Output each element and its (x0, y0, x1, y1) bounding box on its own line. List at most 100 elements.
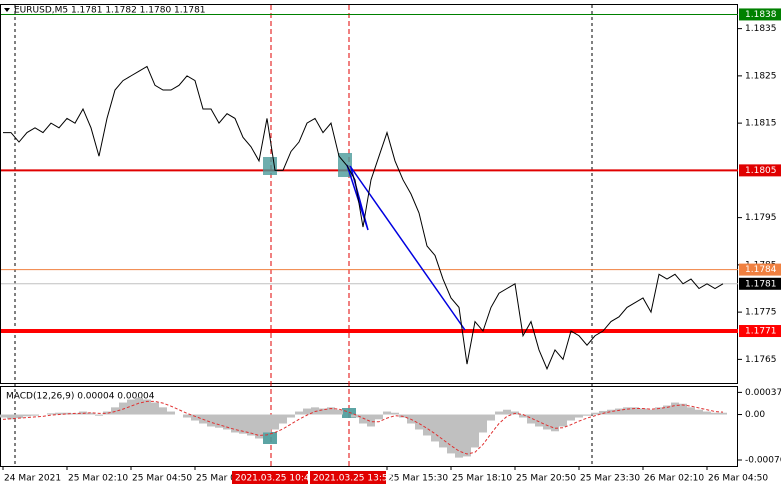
macd-bar (687, 407, 695, 415)
macd-bar (703, 411, 711, 415)
y-tick-label: 1.1795 (745, 213, 777, 223)
macd-bar (615, 408, 623, 415)
macd-bar (327, 407, 335, 415)
macd-bar (647, 409, 655, 415)
macd-bar (359, 414, 367, 424)
y-tick-label: -0.00076 (745, 456, 781, 466)
macd-bar (591, 412, 599, 415)
x-tick-label: 25 Mar 0 (196, 474, 236, 484)
macd-bar (695, 409, 703, 415)
time-annotation-bg (310, 471, 386, 484)
macd-bar (599, 410, 607, 415)
macd-bar (111, 407, 119, 415)
macd-bar (231, 414, 239, 433)
macd-bar (7, 414, 15, 420)
y-tick-label: 1.1765 (745, 355, 777, 365)
macd-bar (479, 414, 487, 433)
macd-bar (527, 414, 535, 424)
macd-bar (87, 412, 95, 415)
macd-bar (415, 414, 423, 430)
macd-bar (15, 414, 23, 419)
level-label: 1.1805 (745, 166, 777, 176)
macd-bar (559, 414, 567, 427)
macd-bar (55, 412, 63, 415)
price-line (3, 65, 724, 371)
macd-bar (495, 411, 503, 415)
level-label-bg (739, 263, 781, 276)
signal-line (2, 400, 724, 455)
level-label: 1.1838 (745, 10, 777, 20)
signal-marker (263, 157, 277, 175)
macd-bar (639, 408, 647, 415)
macd-bar (119, 402, 127, 415)
macd-bar (431, 414, 439, 442)
trend-line (349, 165, 466, 331)
macd-bar (671, 402, 679, 415)
macd-bar (135, 397, 143, 415)
y-tick-label: 1.1775 (745, 308, 777, 318)
level-label-bg (739, 8, 781, 21)
macd-bar (159, 407, 167, 415)
macd-bar (103, 411, 111, 415)
time-annotation: 2021.03.25 10:40 (235, 474, 316, 484)
macd-bar (167, 411, 175, 415)
y-tick-label: 1.1835 (745, 24, 777, 34)
macd-bar (567, 414, 575, 421)
macd-bar (71, 413, 79, 415)
macd-bar (631, 407, 639, 415)
macd-frame (0, 386, 738, 467)
macd-bar (311, 407, 319, 415)
macd-bar (423, 414, 431, 436)
macd-bar (303, 408, 311, 415)
x-tick-label: 26 Mar 02:10 (644, 474, 704, 484)
macd-bar (143, 399, 151, 415)
x-tick-label: 25 Mar 20:50 (516, 474, 576, 484)
x-tick-label: 25 Mar 02:10 (68, 474, 128, 484)
macd-bar (679, 403, 687, 415)
macd-bar (215, 414, 223, 428)
macd-bar (463, 414, 471, 457)
macd-bar (47, 413, 55, 415)
y-tick-label: 1.1825 (745, 71, 777, 81)
macd-bar (191, 414, 199, 421)
macd-bar (551, 414, 559, 432)
time-annotation: 2021.03.25 13:55 (313, 474, 393, 484)
macd-bar (247, 414, 255, 436)
macd-bar (375, 414, 383, 420)
level-label: 1.1771 (745, 327, 777, 337)
macd-bar (263, 414, 271, 433)
macd-bar (543, 414, 551, 430)
macd-bar (519, 414, 527, 418)
macd-bar (583, 414, 591, 416)
macd-bar (471, 414, 479, 448)
macd-bar (719, 412, 727, 415)
x-tick-label: 25 Mar 18:10 (452, 474, 512, 484)
macd-bar (391, 412, 399, 415)
macd-bar (31, 414, 39, 416)
macd-bar (447, 414, 455, 454)
macd-title: MACD(12,26,9) 0.00004 0.00004 (6, 392, 155, 402)
macd-bar (0, 414, 7, 418)
macd-bar (351, 414, 359, 418)
macd-bar (503, 409, 511, 415)
macd-bar (623, 407, 631, 415)
macd-bar (455, 414, 463, 458)
macd-bar (711, 412, 719, 415)
macd-bar (367, 414, 375, 427)
macd-bar (439, 414, 447, 448)
time-annotation-bg (232, 471, 308, 484)
main-frame (0, 4, 738, 384)
macd-bar (279, 414, 287, 424)
macd-bar (151, 402, 159, 415)
x-tick-label: 25 Mar 15:30 (388, 474, 448, 484)
level-label-bg (739, 325, 781, 338)
x-tick-label: 24 Mar 2021 (4, 474, 61, 484)
macd-bar (23, 414, 31, 417)
macd-bar (207, 414, 215, 427)
macd-bar (383, 411, 391, 415)
macd-bar (319, 408, 327, 415)
level-label-bg (739, 164, 781, 177)
menu-icon[interactable] (4, 8, 10, 12)
y-tick-label: 0.00 (745, 410, 765, 420)
